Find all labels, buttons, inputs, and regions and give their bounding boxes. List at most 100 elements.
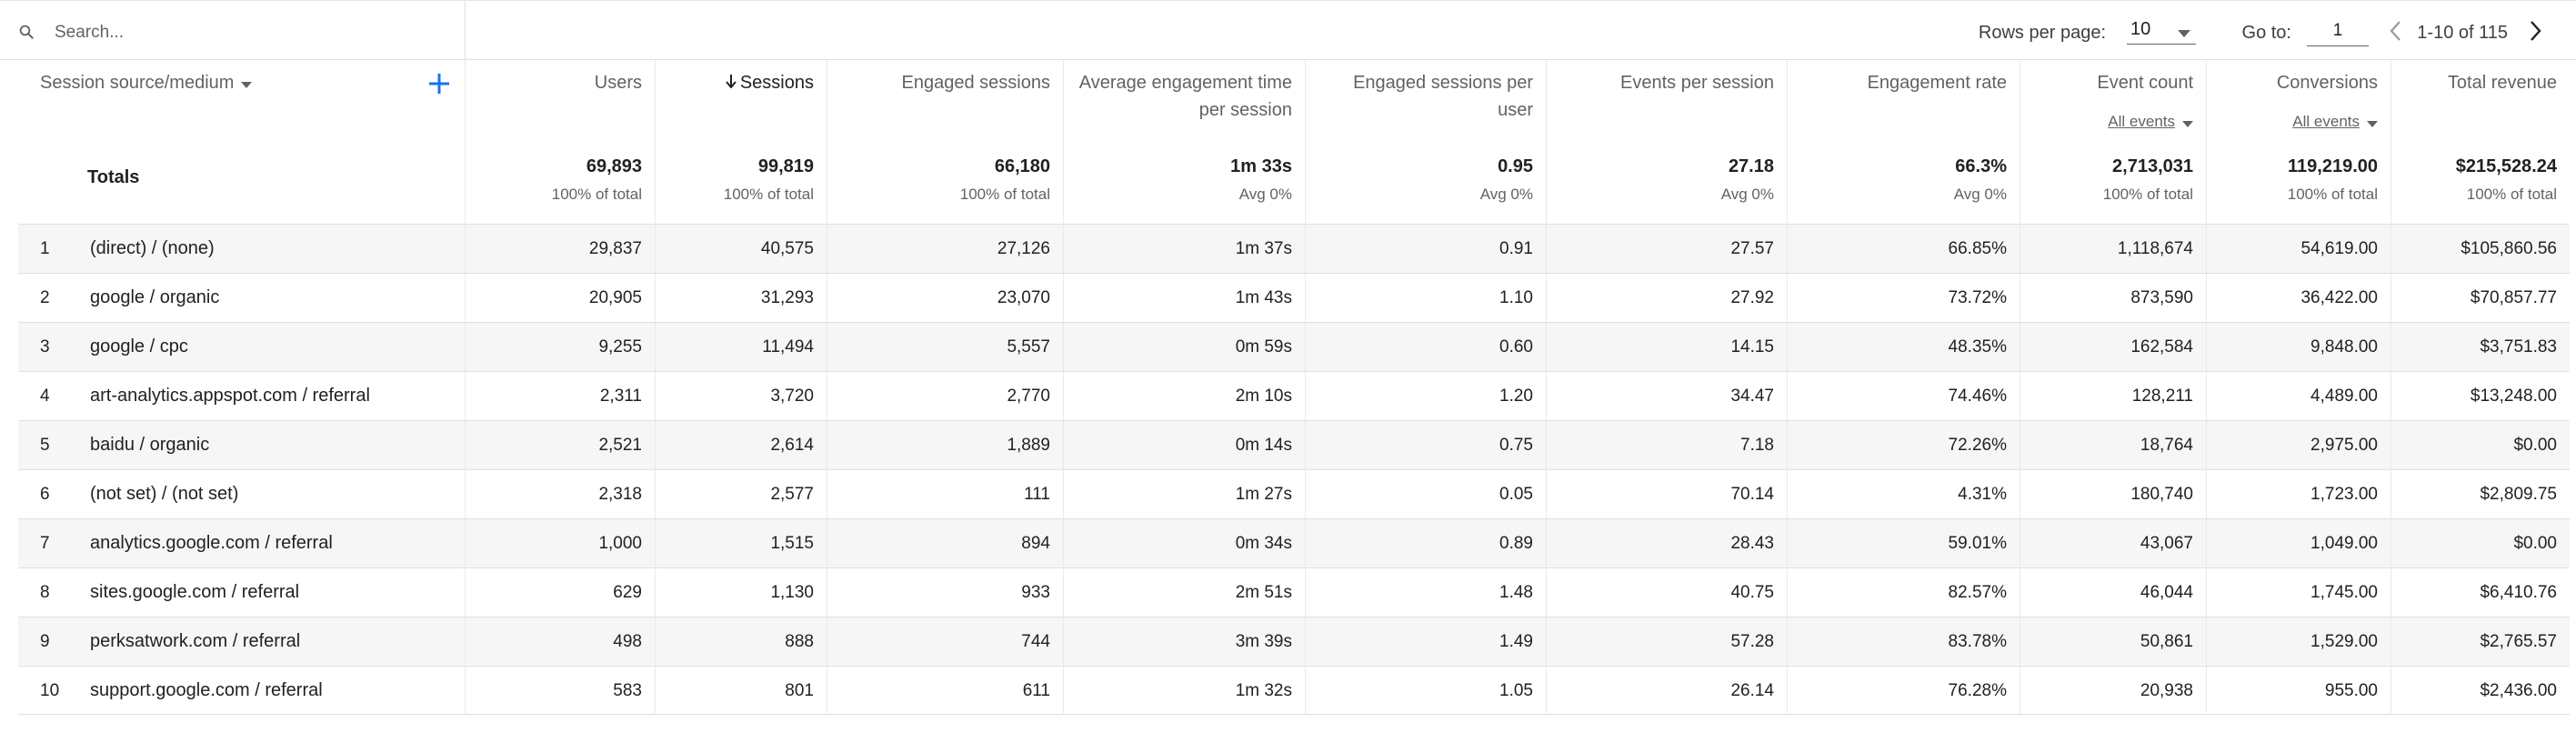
column-header[interactable]: Conversions All events 119,219.00 100% of t… xyxy=(2207,60,2391,224)
event-filter-dropdown[interactable]: All events xyxy=(2216,113,2378,132)
table-row[interactable]: 5 baidu / organic 2,521 2,614 1,889 0m 14s 0.7… xyxy=(18,420,2570,469)
metric-cell: 1.20 xyxy=(1306,372,1547,420)
column-header[interactable]: Average engagement time per session 1m 33… xyxy=(1064,60,1306,224)
event-filter-label: All events xyxy=(2292,113,2360,130)
metric-cell: $3,751.83 xyxy=(2480,337,2557,356)
table-row[interactable]: 7 analytics.google.com / referral 1,000 1,5… xyxy=(18,518,2570,567)
table-row[interactable]: 2 google / organic 20,905 31,293 23,070 1m 43… xyxy=(18,273,2570,322)
metric-cell: 50,861 xyxy=(2020,617,2207,666)
caret-down-icon xyxy=(241,73,253,94)
metric-cell: 583 xyxy=(466,667,656,715)
metric-cell: 20,938 xyxy=(2020,667,2207,715)
metric-cell: 40.75 xyxy=(1547,568,1788,617)
metric-cell: 66.85% xyxy=(1788,225,2020,273)
search-input[interactable] xyxy=(53,17,438,48)
page-range: 1-10 of 115 xyxy=(2417,23,2508,43)
metric-cell: 0.60 xyxy=(1306,323,1547,371)
metric-cell: 128,211 xyxy=(2020,372,2207,420)
metric-cell: 82.57% xyxy=(1788,568,2020,617)
dimension-selector[interactable]: Session source/medium xyxy=(40,73,253,94)
metric-cell: 111 xyxy=(827,470,1064,518)
metric-cell: $105,860.56 xyxy=(2461,239,2557,258)
table-row[interactable]: 1 (direct) / (none) 29,837 40,575 27,126 1m 3… xyxy=(18,224,2570,273)
metric-cell: 31,293 xyxy=(656,274,827,322)
row-index: 5 xyxy=(40,436,50,455)
event-filter-dropdown[interactable]: All events xyxy=(2030,113,2193,132)
rows-per-page-select[interactable]: 10 xyxy=(2127,17,2196,45)
table-row[interactable]: 8 sites.google.com / referral 629 1,130 933 2… xyxy=(18,567,2570,617)
metric-cell: 0.91 xyxy=(1306,225,1547,273)
metric-cell: 43,067 xyxy=(2020,519,2207,567)
column-header[interactable]: Engaged sessions per user 0.95 Avg 0% xyxy=(1306,60,1547,224)
total-subtext: 100% of total xyxy=(551,186,642,203)
column-header[interactable]: Users 69,893 100% of total xyxy=(466,60,656,224)
column-header[interactable]: Total revenue $215,528.24 100% of total xyxy=(2391,60,2570,224)
total-subtext: 100% of total xyxy=(2102,186,2193,203)
metric-cell: 29,837 xyxy=(466,225,656,273)
metric-cell: $70,857.77 xyxy=(2470,288,2557,307)
metric-cell: 76.28% xyxy=(1788,667,2020,715)
next-page-button[interactable] xyxy=(2526,19,2544,47)
metric-cell: 0.89 xyxy=(1306,519,1547,567)
search-icon xyxy=(18,24,35,45)
goto-label: Go to: xyxy=(2241,23,2291,43)
metric-cell: 1.49 xyxy=(1306,617,1547,666)
metric-cell: 1,049.00 xyxy=(2207,519,2391,567)
column-title: Conversions xyxy=(2216,69,2378,96)
table-row[interactable]: 6 (not set) / (not set) 2,318 2,577 111 1m 27… xyxy=(18,469,2570,518)
source-medium-value: (not set) / (not set) xyxy=(90,484,239,504)
column-header[interactable]: Event count All events 2,713,031 100% of to… xyxy=(2020,60,2207,224)
source-medium-value: art-analytics.appspot.com / referral xyxy=(90,386,370,406)
metric-cell: 4,489.00 xyxy=(2207,372,2391,420)
metric-cell: 1,130 xyxy=(656,568,827,617)
metric-cell: $6,410.76 xyxy=(2480,583,2557,602)
row-index: 7 xyxy=(40,534,50,553)
column-header[interactable]: Engagement rate 66.3% Avg 0% xyxy=(1788,60,2020,224)
metric-cell: 180,740 xyxy=(2020,470,2207,518)
table-row[interactable]: 9 perksatwork.com / referral 498 888 744 3m 3… xyxy=(18,617,2570,666)
column-header[interactable]: Events per session 27.18 Avg 0% xyxy=(1547,60,1788,224)
chevron-left-icon xyxy=(2390,21,2401,41)
metric-cell: 40,575 xyxy=(656,225,827,273)
metric-cell: $13,248.00 xyxy=(2470,387,2557,406)
column-title: Engagement rate xyxy=(1797,69,2007,96)
event-filter-label: All events xyxy=(2108,113,2175,130)
metric-cell: 2,318 xyxy=(466,470,656,518)
metric-cell: $0.00 xyxy=(2513,534,2557,553)
total-subtext: 100% of total xyxy=(959,186,1050,203)
source-medium-value: perksatwork.com / referral xyxy=(90,631,301,651)
metric-cell: 0.05 xyxy=(1306,470,1547,518)
table-row[interactable]: 3 google / cpc 9,255 11,494 5,557 0m 59s 0.60 1… xyxy=(18,322,2570,371)
table-row[interactable]: 4 art-analytics.appspot.com / referral 2,3… xyxy=(18,371,2570,420)
total-subtext: 100% of total xyxy=(2466,186,2557,203)
column-header[interactable]: Sessions 99,819 100% of total xyxy=(656,60,827,224)
metric-cell: 0.75 xyxy=(1306,421,1547,469)
total-value: 1m 33s xyxy=(1230,156,1292,176)
metric-cell: 73.72% xyxy=(1788,274,2020,322)
column-title-text: Engaged sessions per user xyxy=(1353,73,1533,120)
dimension-cell: 9 perksatwork.com / referral xyxy=(18,617,466,666)
metric-cell: 83.78% xyxy=(1788,617,2020,666)
goto-page-input[interactable] xyxy=(2307,16,2369,46)
metric-cell: $0.00 xyxy=(2513,436,2557,455)
total-value: 27.18 xyxy=(1728,156,1774,176)
add-dimension-button[interactable] xyxy=(426,71,452,101)
total-value: 99,819 xyxy=(757,156,814,176)
row-index: 2 xyxy=(40,288,50,307)
table-row[interactable]: 10 support.google.com / referral 583 801 611… xyxy=(18,666,2570,715)
metric-cell: 36,422.00 xyxy=(2207,274,2391,322)
metric-cell: 14.15 xyxy=(1547,323,1788,371)
total-value: 119,219.00 xyxy=(2288,156,2378,176)
column-title-text: Events per session xyxy=(1620,73,1774,93)
column-header[interactable]: Engaged sessions 66,180 100% of total xyxy=(827,60,1064,224)
totals-label: Totals xyxy=(87,167,140,187)
metric-cell: 873,590 xyxy=(2020,274,2207,322)
metric-cell: 72.26% xyxy=(1788,421,2020,469)
total-value: $215,528.24 xyxy=(2455,156,2557,176)
metric-cell: 162,584 xyxy=(2020,323,2207,371)
column-title: Events per session xyxy=(1556,69,1774,96)
dimension-cell: 1 (direct) / (none) xyxy=(18,225,466,273)
total-value: 66,180 xyxy=(994,156,1050,176)
prev-page-button[interactable] xyxy=(2387,19,2405,47)
column-title-text: Conversions xyxy=(2276,73,2378,93)
